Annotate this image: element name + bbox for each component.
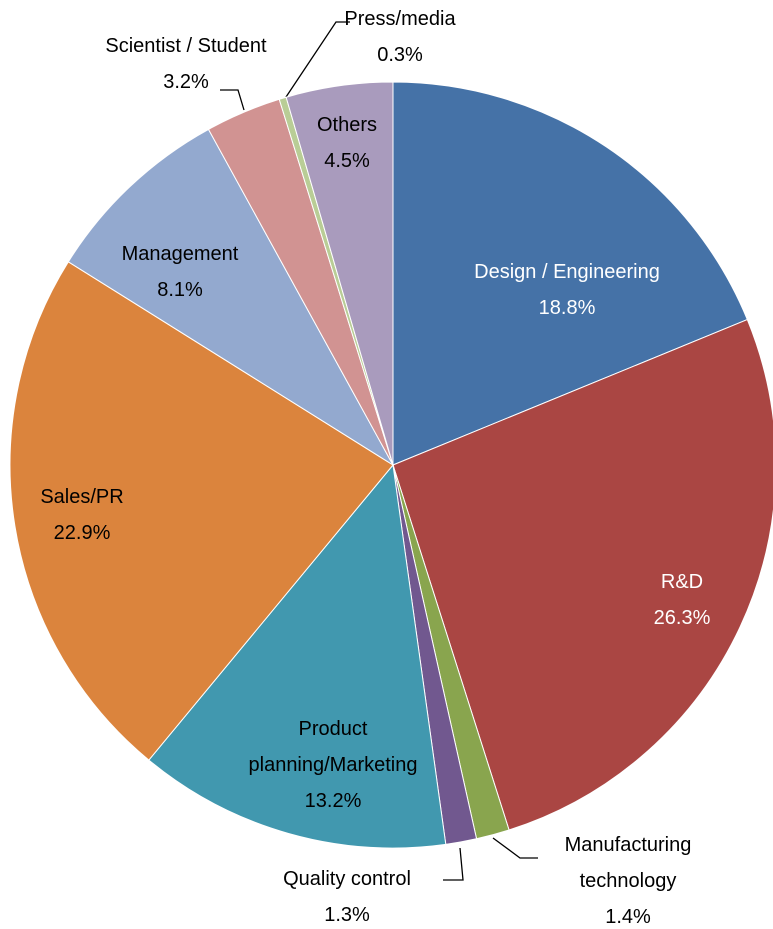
leader-line (443, 847, 464, 881)
pie-slice (148, 463, 447, 849)
value-label: 0.3% (377, 44, 423, 66)
category-label: Others (316, 114, 378, 136)
slice-label: Product planning/Marketing 13.2% (233, 711, 433, 819)
category-label: Management (121, 243, 239, 265)
category-label: Sales/PR (40, 486, 124, 508)
category-label: Press/media (344, 8, 456, 30)
slice-label: Sales/PR 22.9% (40, 479, 123, 551)
value-label: 4.5% (324, 150, 370, 172)
pie-slice (67, 128, 395, 467)
slice-label: Design / Engineering 18.8% (474, 254, 660, 326)
value-label: 1.3% (324, 904, 370, 926)
category-label: R&D (660, 571, 704, 593)
value-label: 26.3% (653, 607, 711, 629)
pie-slice (285, 81, 394, 466)
leader-line (283, 21, 350, 101)
value-label: 3.2% (163, 71, 209, 93)
slice-label: Manufacturing technology 1.4% (543, 827, 713, 929)
category-label: Manufacturing technology (564, 834, 692, 892)
slice-label: Quality control 1.3% (283, 861, 411, 929)
value-label: 13.2% (304, 790, 362, 812)
leader-line (220, 89, 245, 111)
category-label: Quality control (283, 868, 411, 890)
slice-label: R&D 26.3% (654, 564, 711, 636)
slice-label: Others 4.5% (317, 107, 377, 179)
slice-label: Scientist / Student 3.2% (105, 28, 266, 100)
pie-slice (392, 81, 748, 466)
category-label: Product planning/Marketing (248, 718, 418, 776)
slice-label: Press/media 0.3% (344, 1, 455, 73)
category-label: Design / Engineering (474, 261, 660, 283)
value-label: 18.8% (538, 297, 596, 319)
value-label: 22.9% (53, 522, 111, 544)
pie-slice (9, 261, 394, 761)
category-label: Scientist / Student (105, 35, 267, 57)
pie-slice (392, 318, 773, 831)
slice-label: Management 8.1% (122, 236, 239, 308)
value-label: 1.4% (605, 906, 651, 928)
value-label: 8.1% (157, 279, 203, 301)
leader-line (492, 837, 538, 859)
